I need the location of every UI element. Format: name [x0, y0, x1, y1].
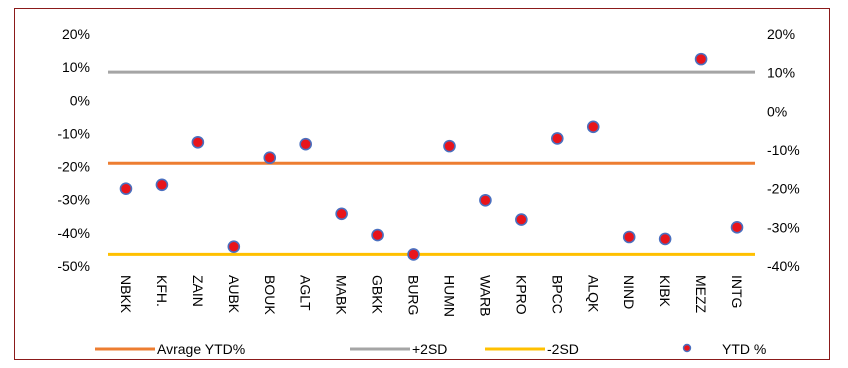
right-axis-tick-label: -20% [767, 181, 800, 197]
scatter-point-kibk[interactable] [658, 232, 672, 246]
legend-swatch-3 [682, 343, 692, 353]
category-label: AUBK [226, 275, 242, 314]
scatter-point-warb[interactable] [479, 193, 492, 207]
category-label: KPRO [513, 275, 529, 315]
left-axis-tick-label: 10% [62, 59, 90, 75]
chart-frame [14, 8, 830, 360]
left-axis-tick-label: 20% [62, 26, 90, 42]
scatter-point-gbkk[interactable] [371, 228, 384, 242]
category-label: BURG [406, 275, 422, 315]
category-label: INTG [729, 275, 745, 308]
category-label: ALQK [585, 275, 601, 313]
legend-label: YTD % [722, 341, 766, 357]
scatter-point-zain[interactable] [191, 135, 205, 149]
scatter-point-burg[interactable] [407, 248, 420, 261]
scatter-point-kfh[interactable] [155, 178, 169, 192]
category-label: MEZZ [693, 275, 709, 314]
scatter-point-nbkk[interactable] [119, 182, 133, 195]
right-axis-tick-label: 20% [767, 26, 795, 42]
legend-label: Avrage YTD% [157, 341, 245, 357]
scatter-point-bpcc[interactable] [551, 132, 564, 145]
right-axis-tick-label: 10% [767, 65, 795, 81]
scatter-point-kpro[interactable] [515, 213, 528, 226]
scatter-point-nind[interactable] [622, 230, 636, 244]
scatter-point-aglt[interactable] [299, 137, 312, 151]
category-label: BOUK [262, 275, 278, 315]
scatter-point-intg[interactable] [730, 221, 744, 234]
category-label: WARB [477, 275, 493, 316]
category-label: BPCC [549, 275, 565, 314]
category-label: KIBK [657, 275, 673, 308]
category-label: ZAIN [190, 275, 206, 307]
category-label: HUMN [441, 275, 457, 317]
left-axis-tick-label: -20% [57, 159, 90, 175]
scatter-point-humn[interactable] [443, 139, 456, 153]
left-axis-tick-label: -10% [57, 125, 90, 141]
scatter-point-bouk[interactable] [263, 151, 277, 165]
right-axis-tick-label: -10% [767, 142, 800, 158]
right-axis-tick-label: 0% [767, 103, 787, 119]
scatter-point-aubk[interactable] [227, 240, 241, 253]
category-label: NIND [621, 275, 637, 309]
category-label: KFH. [154, 275, 170, 307]
category-label: AGLT [298, 275, 314, 311]
left-axis-tick-label: -40% [57, 225, 90, 241]
scatter-point-mabk[interactable] [335, 207, 348, 221]
left-axis-tick-label: -30% [57, 192, 90, 208]
right-axis-tick-label: -40% [767, 258, 800, 274]
scatter-point-mezz[interactable] [694, 52, 708, 66]
category-label: GBKK [370, 275, 386, 315]
category-label: MABK [334, 275, 350, 315]
right-axis-tick-label: -30% [767, 219, 800, 235]
legend-label: +2SD [412, 341, 447, 357]
category-label: NBKK [118, 275, 134, 314]
legend-label: -2SD [547, 341, 579, 357]
scatter-point-alqk[interactable] [586, 120, 600, 134]
left-axis-tick-label: 0% [70, 92, 90, 108]
left-axis-tick-label: -50% [57, 258, 90, 274]
